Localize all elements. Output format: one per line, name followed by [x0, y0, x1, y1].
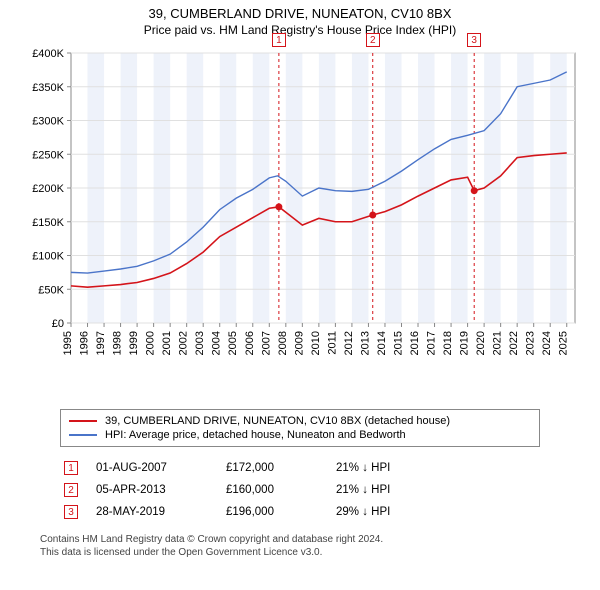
svg-text:2017: 2017: [426, 331, 438, 355]
svg-text:2018: 2018: [442, 331, 454, 355]
sale-price: £160,000: [226, 484, 336, 496]
line-chart-svg: £0 £50K £100K £150K £200K £250K £300K £350K £400…: [15, 45, 585, 395]
footer-attribution: Contains HM Land Registry data © Crown c…: [40, 533, 584, 559]
sale-date: 01-AUG-2007: [96, 462, 226, 474]
svg-text:£300K: £300K: [32, 116, 64, 128]
sale-price: £196,000: [226, 506, 336, 518]
svg-text:2005: 2005: [227, 331, 239, 355]
svg-text:2016: 2016: [409, 331, 421, 355]
svg-text:£0: £0: [52, 318, 64, 330]
svg-text:£150K: £150K: [32, 217, 64, 229]
legend-item: HPI: Average price, detached house, Nune…: [69, 428, 531, 442]
sale-delta: 21% ↓ HPI: [336, 484, 446, 496]
footer-line2: This data is licensed under the Open Gov…: [40, 546, 584, 559]
svg-text:2002: 2002: [178, 331, 190, 355]
legend-label: HPI: Average price, detached house, Nune…: [105, 429, 406, 441]
svg-text:£200K: £200K: [32, 183, 64, 195]
svg-text:2007: 2007: [260, 331, 272, 355]
svg-text:2023: 2023: [525, 331, 537, 355]
svg-text:2000: 2000: [145, 331, 157, 355]
sale-marker-box: 3: [64, 505, 78, 519]
sale-row: 2 05-APR-2013£160,00021% ↓ HPI: [60, 479, 540, 501]
legend-label: 39, CUMBERLAND DRIVE, NUNEATON, CV10 8BX…: [105, 415, 450, 427]
legend: 39, CUMBERLAND DRIVE, NUNEATON, CV10 8BX…: [60, 409, 540, 447]
svg-text:£100K: £100K: [32, 251, 64, 263]
svg-text:2025: 2025: [558, 331, 570, 355]
sale-price: £172,000: [226, 462, 336, 474]
svg-text:2003: 2003: [194, 331, 206, 355]
legend-item: 39, CUMBERLAND DRIVE, NUNEATON, CV10 8BX…: [69, 414, 531, 428]
svg-text:1995: 1995: [62, 331, 74, 355]
legend-swatch: [69, 420, 97, 422]
svg-text:2012: 2012: [343, 331, 355, 355]
svg-text:2013: 2013: [359, 331, 371, 355]
svg-text:£350K: £350K: [32, 82, 64, 94]
svg-text:2010: 2010: [310, 331, 322, 355]
svg-text:1998: 1998: [112, 331, 124, 355]
chart-title: 39, CUMBERLAND DRIVE, NUNEATON, CV10 8BX: [10, 6, 590, 21]
svg-text:2009: 2009: [293, 331, 305, 355]
svg-text:1997: 1997: [95, 331, 107, 355]
svg-text:2020: 2020: [475, 331, 487, 355]
sale-date: 28-MAY-2019: [96, 506, 226, 518]
chart-subtitle: Price paid vs. HM Land Registry's House …: [10, 23, 590, 37]
sale-delta: 29% ↓ HPI: [336, 506, 446, 518]
svg-text:£400K: £400K: [32, 48, 64, 60]
svg-text:2014: 2014: [376, 331, 388, 355]
sales-table: 1 01-AUG-2007£172,00021% ↓ HPI 2 05-APR-201…: [60, 457, 540, 523]
svg-text:2021: 2021: [492, 331, 504, 355]
svg-text:2006: 2006: [244, 331, 256, 355]
svg-text:2019: 2019: [459, 331, 471, 355]
sale-date: 05-APR-2013: [96, 484, 226, 496]
svg-text:2011: 2011: [326, 331, 338, 355]
chart-area: £0 £50K £100K £150K £200K £250K £300K £350K £400…: [15, 45, 585, 395]
svg-text:1996: 1996: [79, 331, 91, 355]
svg-text:2022: 2022: [508, 331, 520, 355]
sale-marker-box: 1: [64, 461, 78, 475]
legend-swatch: [69, 434, 97, 436]
svg-text:£250K: £250K: [32, 149, 64, 161]
sale-marker-box: 2: [64, 483, 78, 497]
svg-text:2004: 2004: [211, 331, 223, 355]
svg-text:2001: 2001: [161, 331, 173, 355]
svg-text:£50K: £50K: [38, 284, 64, 296]
footer-line1: Contains HM Land Registry data © Crown c…: [40, 533, 584, 546]
sale-row: 3 28-MAY-2019£196,00029% ↓ HPI: [60, 501, 540, 523]
svg-text:1999: 1999: [128, 331, 140, 355]
svg-text:2008: 2008: [277, 331, 289, 355]
sale-delta: 21% ↓ HPI: [336, 462, 446, 474]
svg-text:2024: 2024: [541, 331, 553, 355]
sale-row: 1 01-AUG-2007£172,00021% ↓ HPI: [60, 457, 540, 479]
svg-text:2015: 2015: [392, 331, 404, 355]
